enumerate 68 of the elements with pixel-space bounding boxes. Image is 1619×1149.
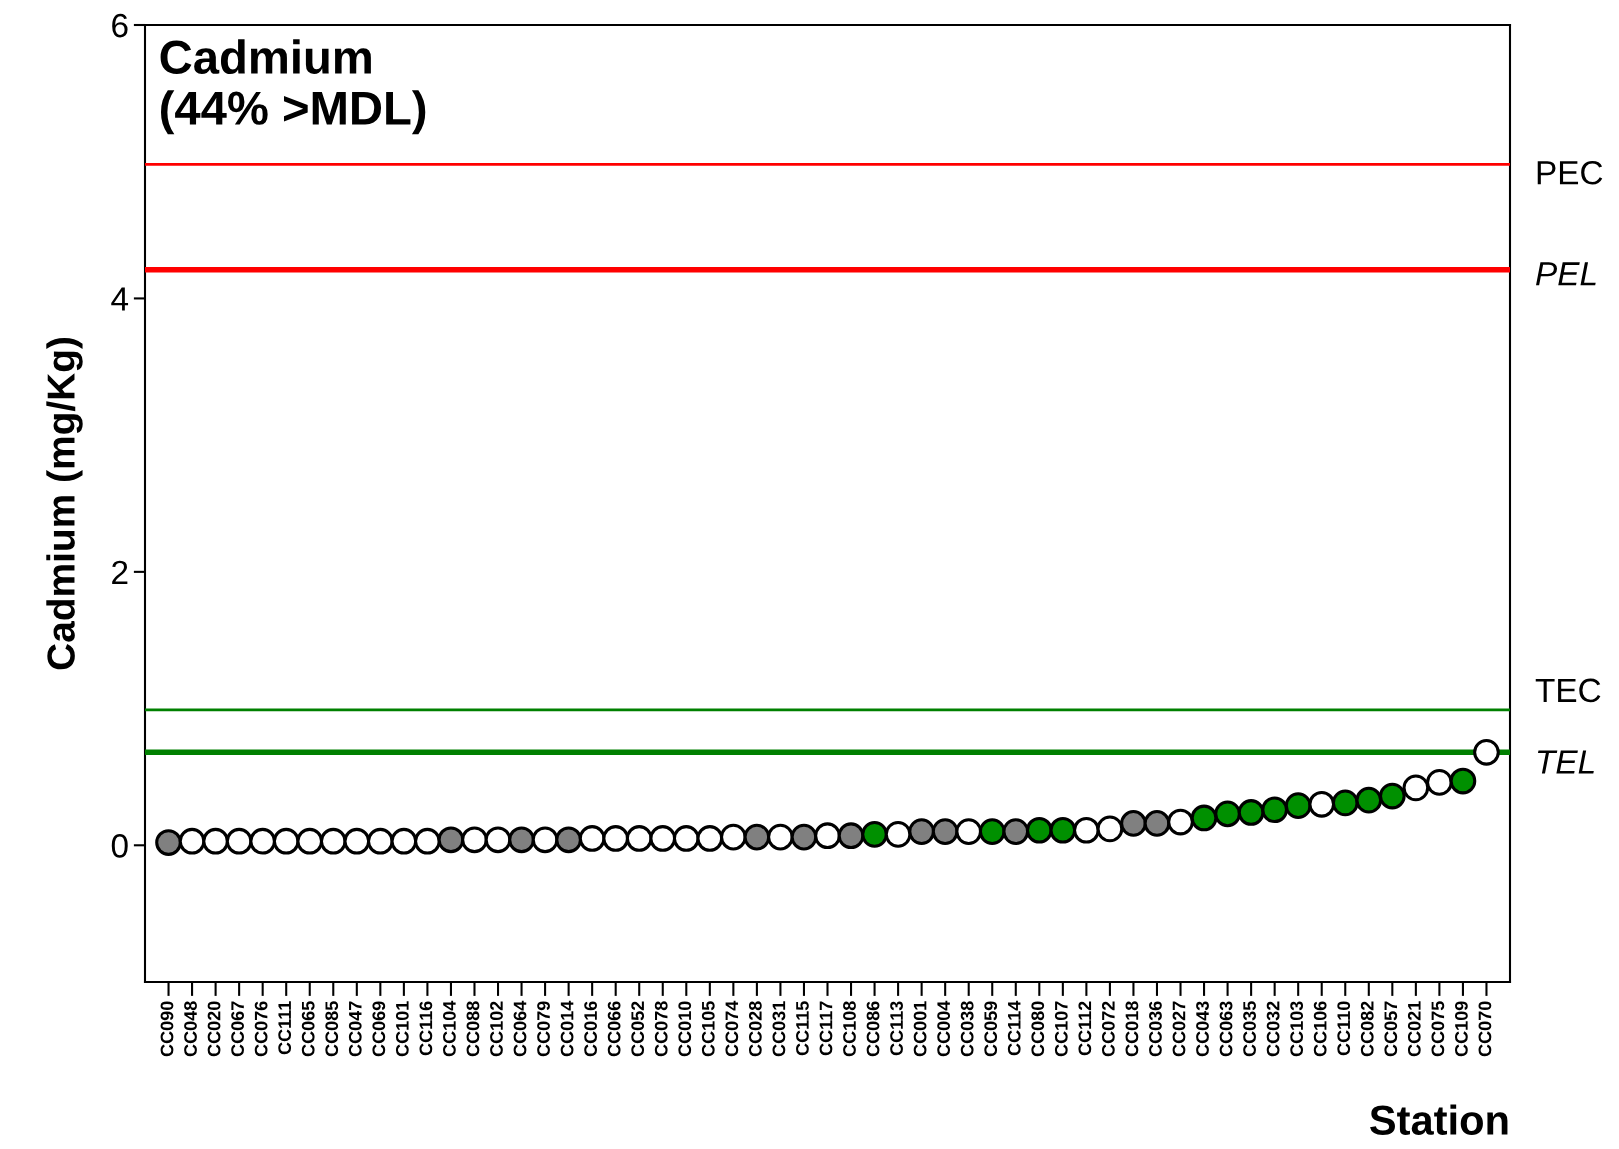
- x-tick-label: CC090: [160, 1001, 174, 1057]
- x-tick-label: CC106: [1313, 1001, 1327, 1057]
- x-tick-label: CC047: [348, 1001, 362, 1057]
- ref-line-label: TEC: [1535, 678, 1601, 703]
- x-tick-label: CC101: [395, 1001, 409, 1057]
- x-tick-label: CC057: [1384, 1001, 1398, 1057]
- x-tick-label: CC074: [725, 1000, 739, 1057]
- x-tick-label: CC048: [184, 1001, 197, 1057]
- x-tick-label: CC004: [937, 1000, 951, 1057]
- x-tick-label: CC109: [1454, 1001, 1468, 1057]
- x-tick-label: CC110: [1337, 1001, 1351, 1056]
- ref-line-label: PEL: [1536, 262, 1596, 286]
- x-tick-label: CC114: [1007, 1000, 1021, 1056]
- x-tick-label: CC112: [1078, 1001, 1092, 1056]
- x-tick-label: CC031: [772, 1001, 786, 1057]
- x-tick-label: CC016: [584, 1001, 597, 1057]
- x-tick-label: CC020: [207, 1001, 221, 1057]
- x-tick-label: CC103: [1290, 1001, 1304, 1057]
- x-tick-label: CC010: [678, 1001, 692, 1057]
- y-tick-label: 2: [112, 560, 128, 584]
- x-tick-label: CC076: [254, 1001, 268, 1057]
- x-tick-label: CC115: [796, 1001, 809, 1056]
- x-tick-label: CC036: [1149, 1001, 1162, 1057]
- ref-line-label: TEL: [1537, 750, 1594, 774]
- x-tick-label: CC116: [419, 1001, 433, 1056]
- x-tick-label: CC064: [513, 1000, 527, 1057]
- y-axis-title: Cadmium (mg/Kg): [46, 338, 83, 670]
- y-tick-label: 6: [112, 13, 128, 38]
- x-tick-label: CC072: [1101, 1001, 1115, 1057]
- x-tick-label: CC018: [1125, 1001, 1139, 1057]
- ref-line-label: PEC: [1537, 160, 1603, 185]
- x-tick-label: CC085: [325, 1001, 339, 1057]
- y-tick-label: 4: [111, 287, 129, 311]
- x-tick-label: CC088: [466, 1001, 480, 1057]
- x-tick-label: CC102: [490, 1001, 503, 1057]
- x-tick-label: CC107: [1054, 1001, 1068, 1057]
- x-tick-label: CC028: [748, 1001, 762, 1057]
- x-tick-label: CC070: [1478, 1001, 1492, 1057]
- x-tick-label: CC001: [913, 1001, 927, 1057]
- x-tick-label: CC105: [701, 1001, 715, 1057]
- x-tick-label: CC069: [372, 1001, 386, 1057]
- x-tick-label: CC111: [278, 1001, 292, 1055]
- x-tick-label: CC052: [631, 1001, 645, 1057]
- x-axis-title: Station: [1370, 1104, 1508, 1136]
- x-tick-label: CC080: [1031, 1001, 1045, 1057]
- x-tick-label: CC066: [607, 1001, 621, 1057]
- x-tick-label: CC082: [1360, 1001, 1374, 1057]
- x-tick-label: CC108: [843, 1001, 856, 1057]
- x-tick-label: CC035: [1243, 1001, 1256, 1057]
- x-tick-label: CC117: [819, 1001, 833, 1056]
- x-tick-label: CC059: [984, 1001, 998, 1057]
- x-tick-label: CC079: [537, 1001, 550, 1057]
- x-tick-label: CC014: [560, 1000, 574, 1057]
- x-tick-label: CC078: [654, 1001, 668, 1057]
- y-tick-label: 0: [111, 834, 128, 858]
- x-tick-label: CC104: [443, 1000, 456, 1057]
- x-tick-label: CC063: [1219, 1001, 1233, 1057]
- x-tick-label: CC021: [1407, 1001, 1421, 1057]
- x-tick-label: CC043: [1196, 1001, 1209, 1057]
- x-tick-label: CC075: [1431, 1001, 1445, 1057]
- text: Cadmium (44% >MDL): [160, 39, 426, 135]
- x-tick-label: CC032: [1266, 1001, 1280, 1057]
- x-tick-label: CC113: [890, 1001, 903, 1056]
- x-tick-label: CC086: [866, 1001, 880, 1057]
- x-tick-label: CC065: [301, 1001, 315, 1057]
- x-tick-label: CC038: [960, 1001, 974, 1057]
- x-tick-label: CC027: [1172, 1001, 1186, 1057]
- x-tick-label: CC067: [231, 1001, 244, 1057]
